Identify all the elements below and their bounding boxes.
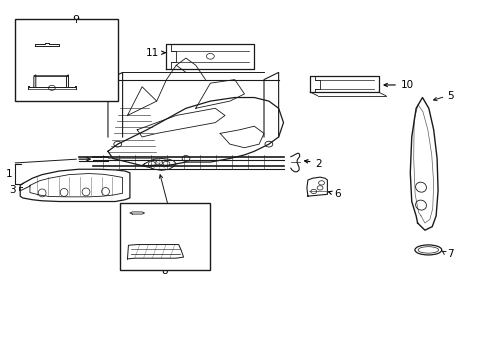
Text: 11: 11 <box>145 48 159 58</box>
Ellipse shape <box>414 245 441 255</box>
Text: 6: 6 <box>334 189 341 199</box>
Text: 13: 13 <box>188 241 201 251</box>
Text: 10: 10 <box>400 80 413 90</box>
Text: 5: 5 <box>446 91 452 101</box>
Text: 2: 2 <box>315 159 321 169</box>
Polygon shape <box>127 244 183 259</box>
Text: 7: 7 <box>446 248 452 258</box>
Bar <box>120 203 210 270</box>
Text: 3: 3 <box>9 185 15 195</box>
Polygon shape <box>20 169 130 202</box>
Text: 12: 12 <box>88 40 102 50</box>
Bar <box>15 19 118 101</box>
Polygon shape <box>409 98 437 230</box>
Text: 9: 9 <box>73 15 80 26</box>
Text: 8: 8 <box>162 266 168 276</box>
Text: 1: 1 <box>6 169 13 179</box>
Text: 4: 4 <box>168 206 174 216</box>
